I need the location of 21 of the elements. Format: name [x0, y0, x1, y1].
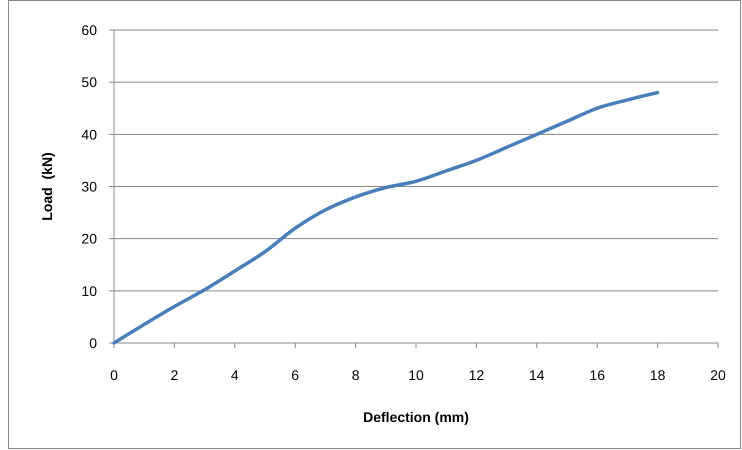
x-tick-label: 16: [589, 367, 606, 383]
x-tick-label: 8: [352, 367, 360, 383]
x-tick-label: 2: [170, 367, 178, 383]
y-tick-label: 30: [81, 178, 98, 194]
x-tick-label: 4: [230, 367, 239, 383]
x-tick-label: 6: [291, 367, 300, 383]
x-tick-label: 14: [529, 367, 545, 383]
x-tick-label: 20: [710, 367, 726, 383]
y-tick-label: 0: [89, 335, 98, 351]
x-tick-label: 12: [468, 367, 484, 383]
y-tick-label: 60: [81, 22, 98, 38]
x-axis-title: Deflection (mm): [363, 409, 469, 425]
x-tick-label: 18: [650, 367, 666, 383]
y-tick-label: 10: [81, 282, 98, 299]
y-tick-label: 50: [81, 74, 98, 90]
line-series: [112, 90, 660, 345]
x-tick-label: 0: [110, 367, 118, 383]
y-axis-title: Load (kN): [39, 152, 55, 221]
x-tick-label: 10: [408, 367, 424, 383]
y-tick-label: 20: [81, 230, 98, 247]
y-tick-label: 40: [81, 126, 98, 142]
